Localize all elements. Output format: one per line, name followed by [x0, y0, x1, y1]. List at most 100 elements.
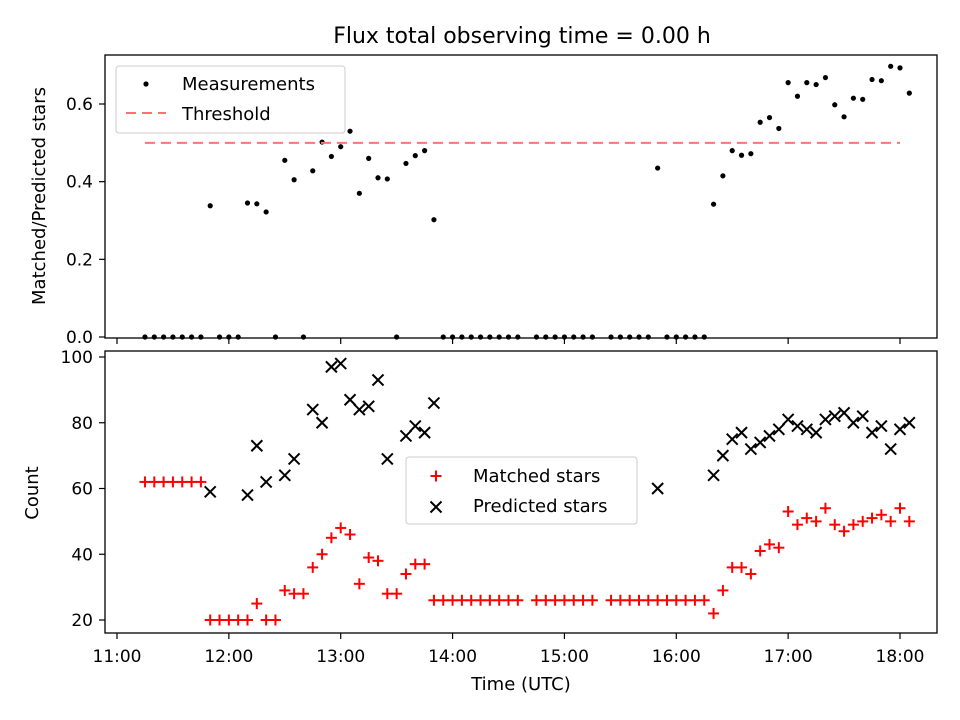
top-legend: Measurements Threshold [115, 65, 346, 134]
measurement-point [617, 334, 623, 340]
predicted-point [353, 403, 366, 416]
matched-point [885, 515, 897, 527]
predicted-point [837, 406, 851, 420]
top-y-tick-label: 0.4 [66, 173, 93, 193]
top-y-tick-label: 0.0 [66, 328, 93, 348]
legend-marker-measurements [143, 81, 149, 87]
predicted-point [707, 469, 720, 482]
matched-point [838, 525, 850, 537]
measurement-point [766, 114, 773, 121]
measurement-point [356, 190, 362, 196]
matched-point [614, 594, 626, 606]
matched-point [251, 598, 263, 610]
matched-point [577, 594, 589, 606]
matched-point [475, 594, 487, 606]
predicted-point [884, 442, 897, 456]
bottom-y-tick-label: 20 [71, 611, 93, 631]
legend-label-matched: Matched stars [473, 466, 600, 487]
matched-point [353, 578, 365, 590]
measurement-point [170, 334, 176, 340]
measurement-point [850, 95, 856, 101]
matched-point [708, 607, 720, 619]
bottom-y-tick-label: 60 [71, 480, 93, 500]
measurement-point [207, 203, 213, 209]
matched-point [549, 594, 561, 606]
matched-point [875, 509, 887, 521]
measurement-point [785, 80, 791, 86]
measurement-point [720, 173, 726, 179]
matched-point [279, 584, 291, 596]
matched-point [661, 594, 673, 606]
matched-point [736, 561, 748, 573]
predicted-point [418, 426, 431, 439]
bottom-x-tick-label: 12:00 [204, 647, 253, 667]
bottom-x-tick-label: 15:00 [540, 647, 589, 667]
predicted-point [819, 413, 832, 426]
matched-point [652, 594, 664, 606]
predicted-point [325, 360, 338, 374]
measurement-point [431, 217, 437, 223]
legend-label-threshold: Threshold [181, 104, 271, 125]
predicted-point [287, 452, 301, 466]
measurement-point [906, 90, 912, 96]
predicted-point [772, 423, 786, 436]
top-plot: 0.0 0.2 0.4 0.6 Matched/Predicted stars Mea… [29, 54, 938, 348]
matched-point [316, 548, 328, 560]
matched-point [810, 515, 822, 527]
predicted-point [259, 475, 273, 489]
measurement-point [412, 153, 418, 159]
matched-point [530, 594, 542, 606]
measurement-point [627, 334, 633, 340]
matched-point [363, 552, 375, 564]
measurement-point [897, 65, 903, 71]
legend-label-predicted: Predicted stars [473, 496, 607, 517]
measurement-point [403, 160, 409, 167]
matched-point [297, 588, 309, 600]
matched-point [633, 594, 645, 606]
measurement-point [738, 152, 745, 158]
measurement-point [151, 334, 157, 340]
top-y-axis-label: Matched/Predicted stars [29, 87, 50, 305]
predicted-point [800, 423, 813, 436]
measurement-point [729, 148, 735, 154]
matched-point [894, 502, 906, 514]
matched-point [670, 594, 682, 606]
predicted-point [427, 396, 441, 410]
matched-point [773, 542, 785, 554]
bottom-x-tick-label: 17:00 [764, 647, 813, 667]
predicted-point [744, 442, 758, 456]
matched-point [242, 614, 253, 626]
measurement-point [366, 155, 372, 161]
predicted-point [875, 419, 888, 433]
bottom-y-tick-label: 80 [71, 414, 93, 434]
measurement-point [692, 334, 698, 340]
predicted-point [399, 429, 413, 443]
legend-plus-marker [430, 470, 442, 482]
matched-point [428, 594, 440, 606]
measurement-point [710, 201, 717, 207]
predicted-point [893, 423, 907, 436]
matched-point [381, 588, 393, 600]
predicted-point [781, 413, 795, 426]
matched-point [325, 532, 337, 544]
matched-point [857, 515, 869, 527]
matched-point [195, 476, 207, 488]
top-y-tick-label: 0.2 [66, 250, 93, 270]
measurement-point [748, 151, 754, 157]
matched-point [176, 476, 188, 488]
predicted-point [306, 403, 319, 416]
matched-point [689, 594, 701, 606]
predicted-point [278, 469, 291, 482]
predicted-point [371, 373, 385, 387]
matched-point [391, 588, 403, 600]
matched-point [764, 538, 775, 550]
matched-point [456, 594, 468, 606]
predicted-point [315, 416, 329, 429]
measurement-point [543, 334, 549, 340]
matched-point [726, 561, 738, 573]
predicted-point [865, 426, 879, 439]
measurement-point [384, 176, 390, 182]
predicted-point [828, 409, 841, 423]
matched-point [372, 555, 384, 567]
